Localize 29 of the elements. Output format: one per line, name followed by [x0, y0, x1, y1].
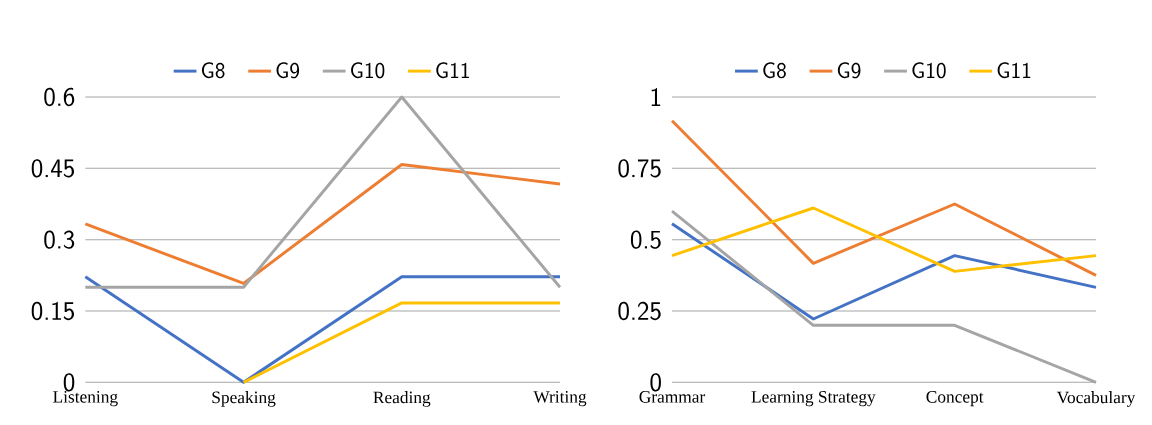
x-tick-label: Reading [373, 391, 431, 407]
y-tick-label: 0 [650, 373, 661, 392]
y-tick-label: 0.15 [31, 301, 75, 321]
x-tick-label: Concept [926, 391, 984, 407]
y-tick-label: 0.75 [618, 159, 661, 178]
x-tick-label: Vocabulary [1056, 391, 1136, 407]
y-tick-label: 0.5 [630, 230, 661, 249]
y-tick-label: 1 [651, 88, 661, 106]
x-tick-label: Listening [53, 391, 118, 407]
legend-label: G9 [276, 62, 300, 79]
y-tick-label: 0.3 [44, 230, 75, 249]
x-tick-label: Learning Strategy [751, 391, 876, 407]
x-tick-label: Writing [533, 391, 587, 407]
legend-label: G8 [201, 62, 225, 79]
line-series [83, 163, 562, 285]
legend-label: G10 [351, 62, 385, 79]
x-tick-label: Grammar [639, 391, 706, 403]
y-tick-label: 0 [63, 373, 75, 392]
line-series [670, 119, 1098, 277]
legend-label: G11 [436, 62, 469, 79]
legend-label: G10 [912, 62, 946, 79]
x-tick-label: Speaking [212, 391, 276, 407]
legend-label: G8 [763, 62, 786, 79]
line-series [670, 222, 1098, 321]
y-tick-label: 0.45 [31, 159, 75, 178]
legend-label: G9 [837, 62, 861, 79]
legend-label: G11 [997, 62, 1031, 79]
y-tick-label: 0.25 [618, 301, 661, 321]
y-tick-label: 0.6 [44, 87, 75, 107]
